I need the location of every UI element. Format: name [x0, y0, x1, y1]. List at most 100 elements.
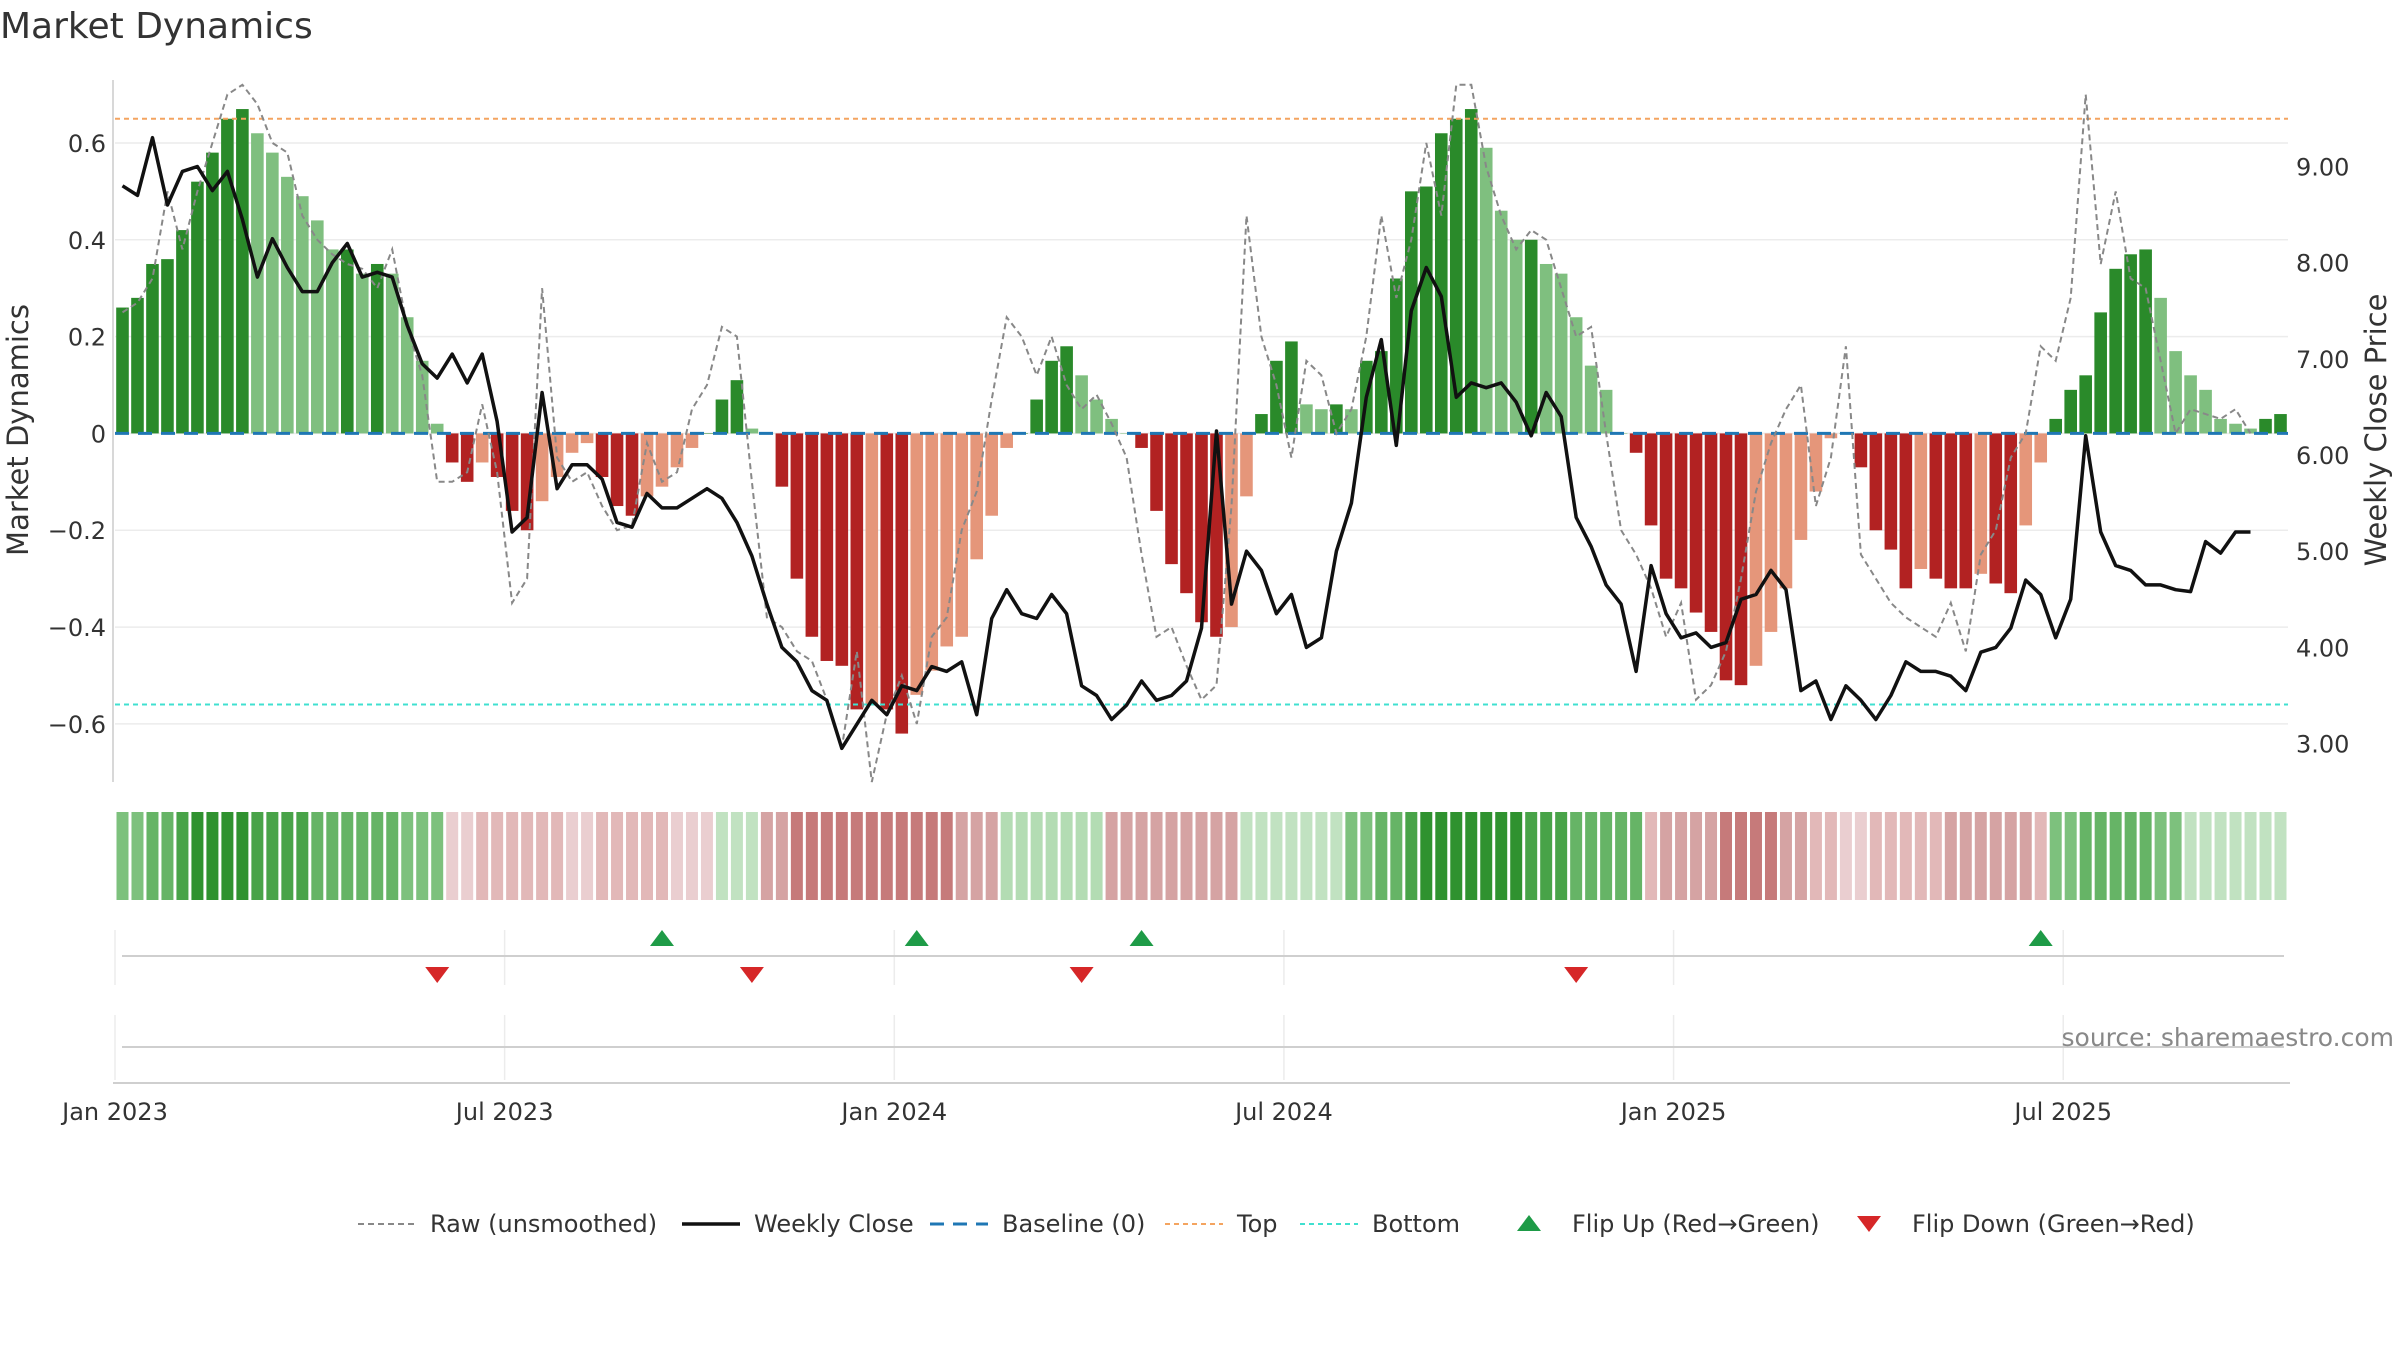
- dynamics-bar: [790, 433, 804, 579]
- dynamics-bar: [595, 433, 609, 477]
- regime-strip-cell: [116, 812, 129, 900]
- right-tick-label: 9.00: [2296, 154, 2349, 182]
- dynamics-bar: [1554, 273, 1568, 434]
- regime-strip-cell: [1330, 812, 1343, 900]
- regime-strip-cell: [1720, 812, 1733, 900]
- regime-strip-cell: [1794, 812, 1807, 900]
- right-tick-label: 4.00: [2296, 634, 2349, 662]
- regime-strip-cell: [146, 812, 159, 900]
- dynamics-bar: [925, 433, 939, 671]
- regime-strip-cell: [835, 812, 848, 900]
- dynamics-bar: [1734, 433, 1748, 686]
- dynamics-bar: [2064, 389, 2077, 434]
- dynamics-bar: [1689, 433, 1703, 613]
- dynamics-bar: [1989, 433, 2003, 584]
- dynamics-bar: [1494, 210, 1508, 434]
- regime-strip-cell: [1735, 812, 1747, 900]
- dynamics-bar: [1584, 365, 1598, 434]
- left-tick-label: 0.2: [68, 324, 106, 352]
- regime-strip-cell: [2004, 812, 2017, 900]
- regime-strip-cell: [700, 812, 713, 900]
- dynamics-bar: [116, 307, 129, 434]
- regime-strip-cell: [161, 812, 174, 900]
- regime-strip-cell: [685, 812, 698, 900]
- dynamics-bar: [2109, 268, 2122, 434]
- dynamics-bar: [445, 433, 459, 463]
- regime-strip-cell: [551, 812, 564, 900]
- regime-strip-cell: [1525, 812, 1538, 900]
- regime-strip-cell: [1884, 812, 1897, 900]
- dynamics-bar: [565, 433, 579, 453]
- regime-strip-cell: [775, 812, 788, 900]
- regime-strip-cell: [1510, 812, 1523, 900]
- dynamics-bar: [1105, 418, 1118, 434]
- dynamics-bar: [1569, 317, 1583, 434]
- regime-strip-cell: [1045, 812, 1058, 900]
- dynamics-bar: [2184, 375, 2197, 434]
- dynamics-bar: [2199, 389, 2212, 434]
- regime-strip-cell: [1929, 812, 1942, 900]
- dynamics-bar: [1030, 399, 1043, 434]
- dynamics-bar: [475, 433, 489, 463]
- dynamics-bar: [1914, 433, 1928, 569]
- dynamics-bar: [1974, 433, 1988, 574]
- dynamics-bar: [940, 433, 954, 647]
- dynamics-bar: [1869, 433, 1883, 531]
- regime-strip-cell: [401, 812, 414, 900]
- dynamics-bar: [1794, 433, 1808, 540]
- dynamics-bar: [2034, 433, 2048, 463]
- market-dynamics-bars: [116, 109, 2287, 734]
- regime-strip-cell: [2199, 812, 2212, 900]
- regime-strip-cell: [850, 812, 863, 900]
- dynamics-bar: [1464, 109, 1478, 434]
- regime-strip-cell: [206, 812, 219, 900]
- regime-strip-cell: [431, 812, 444, 900]
- dynamics-bar: [1390, 278, 1403, 434]
- source-credit: source: sharemaestro.com: [2062, 1023, 2395, 1052]
- dynamics-bar: [1330, 404, 1343, 434]
- regime-strip-cell: [940, 812, 953, 900]
- regime-strip-cell: [1300, 812, 1313, 900]
- flip-markers: [425, 930, 2053, 983]
- regime-strip-cell: [1944, 812, 1957, 900]
- left-tick-label: −0.6: [48, 711, 106, 739]
- dynamics-bar: [1180, 433, 1193, 594]
- regime-strip-cell: [1854, 812, 1867, 900]
- regime-strip-cell: [251, 812, 264, 900]
- regime-strip-cell: [596, 812, 609, 900]
- regime-strip-cell: [1000, 812, 1013, 900]
- regime-strip-cell: [985, 812, 998, 900]
- dynamics-bar: [1075, 375, 1088, 434]
- regime-strip-cell: [970, 812, 983, 900]
- regime-strip-cell: [1315, 812, 1328, 900]
- legend-label: Weekly Close: [754, 1210, 914, 1238]
- regime-strip-cell: [1959, 812, 1972, 900]
- bottom-panel: Jan 2023 Jul 2023 Jan 2024 Jul 2024 Jan 2025…: [60, 1015, 2290, 1126]
- flip-panel: [114, 930, 2284, 985]
- regime-strip-cell: [1779, 812, 1792, 900]
- legend-label: Raw (unsmoothed): [430, 1210, 657, 1238]
- regime-strip-cell: [1435, 812, 1448, 900]
- dynamics-bar: [1419, 186, 1433, 434]
- dynamics-bar: [1300, 404, 1313, 434]
- dynamics-bar: [2259, 418, 2272, 434]
- regime-strip-cell: [1360, 812, 1373, 900]
- flip-up-marker: [649, 930, 674, 946]
- regime-strip-cell: [1150, 812, 1163, 900]
- regime-strip-cell: [1090, 812, 1103, 900]
- regime-strip-cell: [2259, 812, 2272, 900]
- dynamics-bar: [1060, 346, 1073, 434]
- legend-flip-up-symbol: [1517, 1215, 1541, 1231]
- dynamics-bar: [400, 317, 414, 434]
- regime-strip-cell: [1240, 812, 1253, 900]
- legend-flip-down-symbol: [1857, 1216, 1881, 1232]
- regime-strip-cell: [1839, 812, 1852, 900]
- dynamics-bar: [775, 433, 789, 487]
- regime-strip-cell: [656, 812, 668, 900]
- regime-strip-cell: [1675, 812, 1688, 900]
- x-tick-label: Jul 2025: [2012, 1098, 2112, 1126]
- regime-strip-cell: [2229, 812, 2242, 900]
- dynamics-bar: [2274, 414, 2287, 434]
- regime-strip-cell: [1195, 812, 1208, 900]
